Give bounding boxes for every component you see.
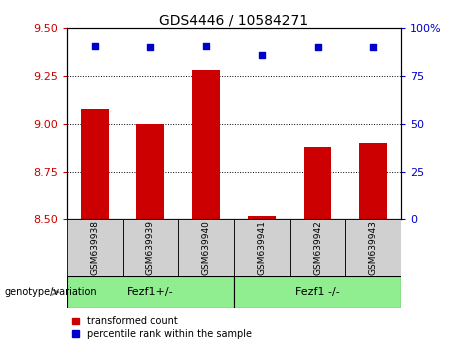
Text: GSM639938: GSM639938 bbox=[90, 220, 99, 275]
Bar bbox=[304, 147, 331, 219]
Text: GSM639943: GSM639943 bbox=[369, 220, 378, 275]
Bar bbox=[67, 276, 234, 308]
Bar bbox=[136, 124, 164, 219]
Bar bbox=[248, 216, 276, 219]
Bar bbox=[234, 276, 401, 308]
Point bbox=[202, 43, 210, 48]
Bar bbox=[67, 219, 123, 276]
Text: GSM639942: GSM639942 bbox=[313, 221, 322, 275]
Point bbox=[147, 45, 154, 50]
Legend: transformed count, percentile rank within the sample: transformed count, percentile rank withi… bbox=[72, 316, 252, 339]
Bar bbox=[359, 143, 387, 219]
Text: GSM639940: GSM639940 bbox=[201, 220, 211, 275]
Bar bbox=[345, 219, 401, 276]
Bar bbox=[123, 219, 178, 276]
Text: GSM639939: GSM639939 bbox=[146, 220, 155, 275]
Bar bbox=[234, 219, 290, 276]
Text: Fezf1+/-: Fezf1+/- bbox=[127, 287, 174, 297]
Bar bbox=[290, 219, 345, 276]
Text: genotype/variation: genotype/variation bbox=[5, 287, 97, 297]
Title: GDS4446 / 10584271: GDS4446 / 10584271 bbox=[160, 13, 308, 27]
Bar bbox=[192, 70, 220, 219]
Bar bbox=[81, 109, 109, 219]
Point bbox=[314, 45, 321, 50]
Text: Fezf1 -/-: Fezf1 -/- bbox=[295, 287, 340, 297]
Bar bbox=[178, 219, 234, 276]
Point bbox=[91, 43, 98, 48]
Text: GSM639941: GSM639941 bbox=[257, 220, 266, 275]
Point bbox=[258, 52, 266, 58]
Point bbox=[370, 45, 377, 50]
